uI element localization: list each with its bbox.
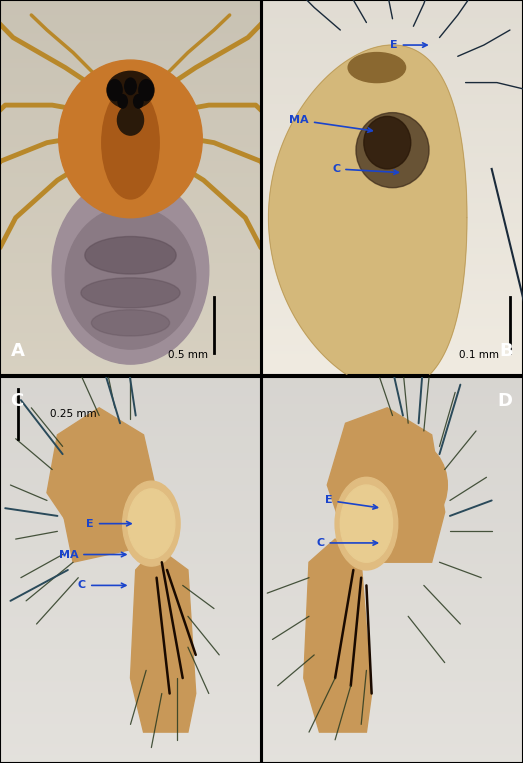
Ellipse shape: [123, 481, 180, 566]
Text: B: B: [499, 343, 513, 360]
Circle shape: [133, 95, 143, 108]
Text: E: E: [86, 519, 131, 529]
Text: 0.5 mm: 0.5 mm: [168, 350, 208, 360]
Ellipse shape: [81, 278, 180, 307]
Text: C: C: [316, 538, 378, 548]
Text: D: D: [497, 392, 513, 410]
Circle shape: [108, 79, 122, 101]
Polygon shape: [47, 407, 156, 539]
Circle shape: [139, 79, 153, 101]
Circle shape: [118, 95, 128, 108]
Ellipse shape: [128, 489, 175, 559]
Ellipse shape: [59, 60, 202, 217]
Ellipse shape: [55, 435, 128, 520]
Polygon shape: [130, 547, 196, 732]
Ellipse shape: [85, 237, 176, 274]
Text: C: C: [332, 164, 399, 175]
Text: 0.25 mm: 0.25 mm: [50, 409, 96, 419]
Text: MA: MA: [59, 549, 126, 559]
Ellipse shape: [92, 310, 169, 336]
Text: C: C: [10, 392, 24, 410]
Polygon shape: [269, 45, 467, 391]
Circle shape: [125, 78, 136, 95]
Ellipse shape: [380, 443, 447, 527]
Text: C: C: [78, 581, 126, 591]
Text: 0.1 mm: 0.1 mm: [459, 350, 498, 360]
Ellipse shape: [107, 71, 154, 109]
Ellipse shape: [335, 478, 397, 570]
Text: MA: MA: [289, 115, 372, 132]
Polygon shape: [304, 539, 372, 732]
Polygon shape: [58, 423, 151, 562]
Text: E: E: [390, 40, 427, 50]
Polygon shape: [327, 407, 445, 562]
Ellipse shape: [348, 53, 405, 82]
Ellipse shape: [356, 113, 429, 188]
Ellipse shape: [340, 485, 392, 562]
Ellipse shape: [118, 105, 143, 135]
Text: E: E: [325, 495, 378, 509]
Ellipse shape: [52, 176, 209, 364]
Ellipse shape: [364, 117, 411, 169]
Ellipse shape: [102, 86, 159, 199]
Text: A: A: [10, 343, 24, 360]
Ellipse shape: [65, 207, 196, 349]
